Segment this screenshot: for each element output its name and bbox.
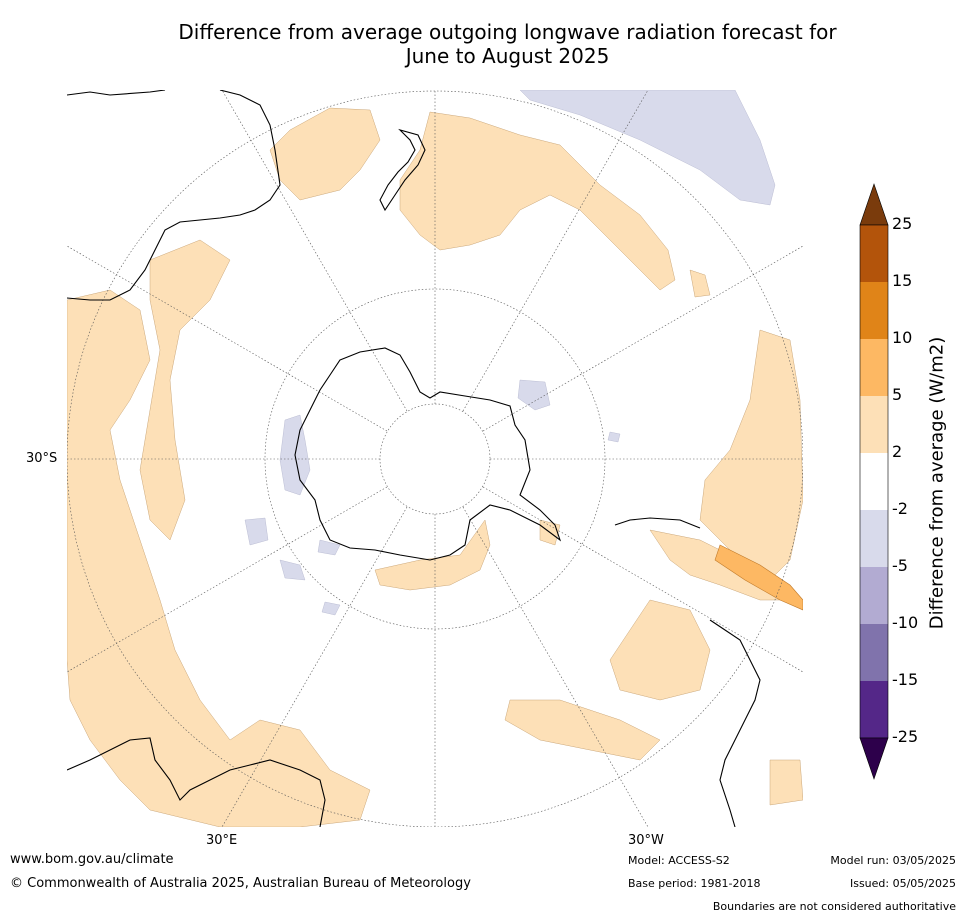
colorbar-segment [860,339,888,396]
colorbar-segment [860,624,888,681]
coastlines [67,90,761,827]
region-tasman [269,107,381,201]
colorbar-tick-label: -25 [892,727,919,746]
colorbar-tick-label: 15 [892,271,913,290]
strong-positive-anomaly [714,544,803,611]
region-south-pacific-north [399,111,676,291]
meridian [67,245,388,432]
footer-base-period: Base period: 1981-2018 [628,877,761,890]
meridian [221,506,408,827]
meridian [462,90,649,412]
footer-model-run: Model run: 03/05/2025 [830,854,956,867]
longitude-label-30e: 30°E [206,833,238,848]
meridian [482,486,803,673]
colorbar-tick-label: -2 [892,499,908,518]
region-south-atlantic-central [609,599,711,701]
region-northeast-pacific [519,90,776,206]
region-indian-sector-4 [321,601,341,616]
region-indian-ocean-inner [139,239,231,541]
longitude-label-30w: 30°W [628,833,664,848]
colorbar-segment [860,567,888,624]
region-indian-sector-1 [244,517,269,546]
africa-coastline [67,737,326,827]
meridian [67,486,388,673]
colorbar-tick-label: 25 [892,214,913,233]
colorbar-tick-label: -15 [892,670,919,689]
footer-disclaimer: Boundaries are not considered authoritat… [712,900,956,913]
colorbar-segment [860,282,888,339]
region-bellingshausen [517,379,551,411]
colorbar-tick-label: 10 [892,328,913,347]
colorbar-tick-label: 2 [892,442,903,461]
colorbar-extend-top [859,183,889,226]
colorbar-title-text: Difference from average (W/m2) [926,336,948,630]
chart-title-line2: June to August 2025 [405,44,610,68]
footer-website: www.bom.gov.au/climate [10,852,174,867]
positive-anomaly-regions [67,107,803,827]
map-plot-area [67,90,803,827]
footer-model: Model: ACCESS-S2 [628,854,730,867]
south-america-coastline [614,517,761,827]
negative-anomaly-regions [244,90,776,616]
antarctica-coastline [294,347,562,561]
latitude-circle-middle [264,288,606,630]
region-misc-small-2 [689,269,711,298]
region-indian-sector-2 [279,559,306,581]
region-indian-sector-3 [317,539,341,556]
colorbar-tick-label: 5 [892,385,903,404]
colorbar-segment [860,453,888,510]
meridian [482,245,803,432]
meridian [221,90,408,412]
chart-title-line1: Difference from average outgoing longwav… [178,20,837,44]
latitude-label-30s: 30°S [26,451,58,466]
colorbar-tick-label: -5 [892,556,908,575]
colorbar-segment [860,396,888,453]
footer-copyright: © Commonwealth of Australia 2025, Austra… [10,876,471,891]
colorbar-segment [860,225,888,282]
region-indian-ocean-west [67,289,371,827]
meridian [462,506,649,827]
footer-issued: Issued: 05/05/2025 [849,877,956,890]
new-zealand-coastline [379,128,426,212]
australia-coastline [67,90,281,301]
colorbar-extend-bottom [859,737,889,780]
colorbar [859,183,889,780]
region-atlantic-sector [607,431,621,443]
region-south-atlantic-south [504,699,661,761]
colorbar-segment [860,510,888,567]
chart-title: Difference from average outgoing longwav… [0,20,965,68]
colorbar-segment [860,681,888,738]
graticule [67,90,803,827]
region-south-america-tip [769,759,803,806]
colorbar-tick-label: -10 [892,613,919,632]
